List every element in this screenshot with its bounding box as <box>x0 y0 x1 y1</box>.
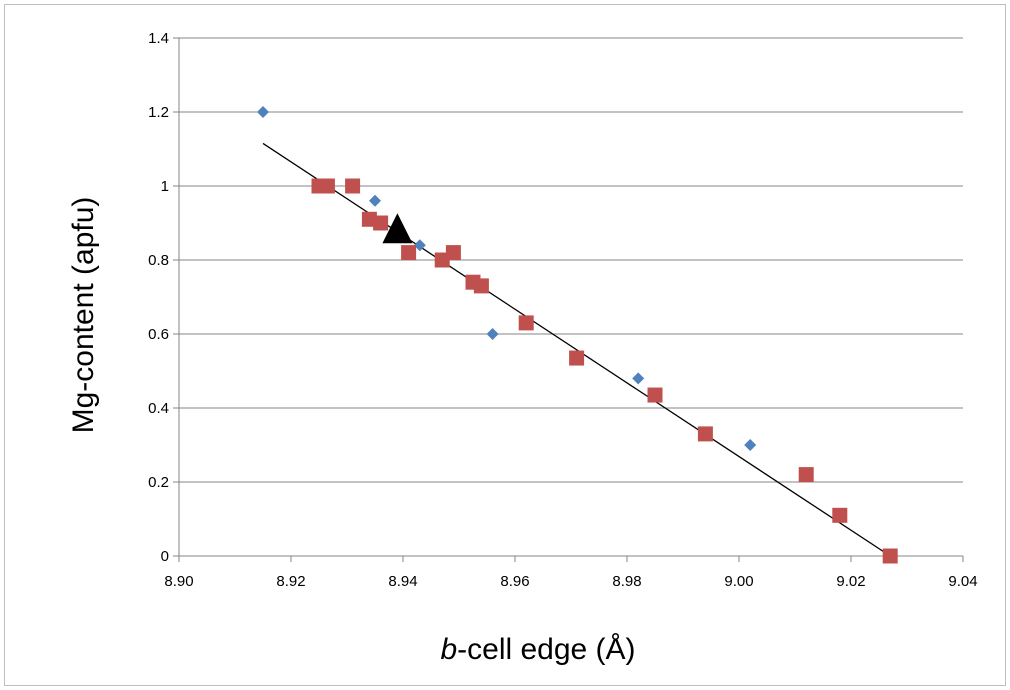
data-point-square <box>518 315 534 331</box>
trendline-line <box>262 142 891 557</box>
data-point-square <box>697 426 713 442</box>
y-tick-label: 0.4 <box>148 400 169 417</box>
y-tick-label: 0.8 <box>148 252 169 269</box>
x-tick-label: 9.04 <box>948 573 977 590</box>
data-point-square <box>832 507 848 523</box>
data-points <box>257 106 898 564</box>
data-point-square <box>373 215 389 231</box>
x-tick-label: 8.90 <box>164 573 193 590</box>
data-point-diamond <box>413 239 426 252</box>
y-tick-label: 0.2 <box>148 474 169 491</box>
scatter-chart: 0 0.2 0.4 0.6 0.8 1 1.2 1.4 8.90 8.92 8.94 8.96 8.98… <box>67 30 978 666</box>
data-point-square <box>319 178 335 194</box>
tick-labels: 0 0.2 0.4 0.6 0.8 1 1.2 1.4 8.90 8.92 8.94 8.96 8.98… <box>148 30 977 590</box>
data-point-triangle <box>382 213 413 244</box>
x-tick-label: 9.00 <box>724 573 753 590</box>
data-point-diamond <box>632 372 645 385</box>
data-point-square <box>345 178 361 194</box>
y-tick-label: 0.6 <box>148 326 169 343</box>
data-point-diamond <box>257 106 269 118</box>
y-axis-title: Mg-content (apfu) <box>67 197 100 434</box>
trendline <box>262 142 891 557</box>
data-point-diamond <box>486 328 499 340</box>
data-point-diamond <box>369 194 381 207</box>
y-tick-label: 1 <box>161 178 169 195</box>
x-axis-title-italic: b <box>440 633 457 666</box>
y-tick-label: 0 <box>161 548 169 565</box>
data-point-square <box>882 548 898 564</box>
axes <box>173 37 964 562</box>
x-tick-label: 8.98 <box>612 573 641 590</box>
data-point-square <box>401 245 417 261</box>
data-point-square <box>569 350 585 366</box>
y-tick-label: 1.2 <box>148 104 169 121</box>
data-point-diamond <box>744 439 757 451</box>
chart-frame: 0 0.2 0.4 0.6 0.8 1 1.2 1.4 8.90 8.92 8.94 8.96 8.98… <box>4 4 1006 686</box>
data-point-square <box>445 245 461 261</box>
x-axis-title-rest: -cell edge (Å) <box>457 633 635 666</box>
x-tick-label: 8.94 <box>388 573 417 590</box>
y-tick-label: 1.4 <box>148 30 169 47</box>
x-tick-label: 9.02 <box>836 573 865 590</box>
data-point-square <box>647 387 663 403</box>
data-point-square <box>798 467 814 483</box>
x-tick-label: 8.92 <box>276 573 305 590</box>
x-axis-title: b-cell edge (Å) <box>440 633 635 666</box>
data-point-square <box>473 278 489 294</box>
gridlines <box>179 37 963 483</box>
x-tick-label: 8.96 <box>500 573 529 590</box>
